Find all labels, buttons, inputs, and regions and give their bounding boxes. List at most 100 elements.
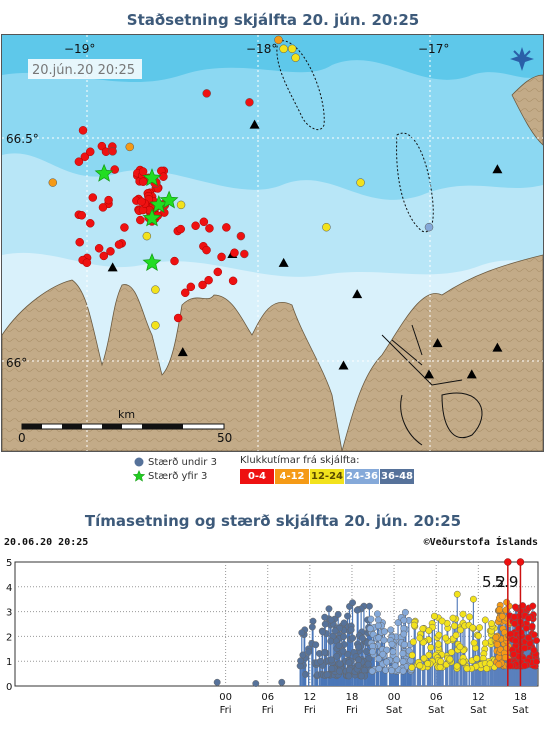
quake-dot[interactable] [170, 256, 179, 266]
event-point[interactable] [469, 595, 477, 603]
quake-dot[interactable] [291, 53, 300, 62]
event-point[interactable] [321, 620, 329, 628]
event-point[interactable] [463, 665, 471, 673]
event-point[interactable] [521, 644, 529, 652]
quake-dot[interactable] [202, 245, 211, 255]
quake-dot[interactable] [82, 258, 92, 268]
event-point[interactable] [399, 658, 407, 666]
event-point[interactable] [373, 610, 381, 618]
event-point[interactable] [526, 640, 534, 647]
event-point[interactable] [278, 678, 286, 686]
quake-dot[interactable] [245, 98, 254, 107]
event-point[interactable] [530, 631, 538, 639]
quake-dot[interactable] [191, 221, 200, 230]
event-point[interactable] [394, 619, 402, 627]
quake-dot[interactable] [198, 280, 207, 290]
event-point[interactable] [511, 620, 519, 628]
earthquake-map[interactable]: −19° −18° −17° 66.5° 66° 20.jún.20 20:25… [1, 34, 544, 452]
event-point[interactable] [419, 625, 427, 633]
event-point[interactable] [456, 643, 464, 651]
event-point[interactable] [345, 659, 353, 667]
event-point[interactable] [368, 667, 376, 675]
event-point[interactable] [475, 632, 482, 640]
event-point[interactable] [321, 613, 329, 621]
event-point[interactable] [533, 637, 541, 644]
event-point[interactable] [388, 667, 396, 675]
event-point[interactable] [345, 672, 353, 680]
quake-dot[interactable] [78, 126, 88, 135]
quake-dot[interactable] [136, 215, 145, 225]
event-point[interactable] [522, 624, 530, 632]
event-point[interactable] [416, 634, 424, 642]
quake-dot[interactable] [125, 142, 134, 152]
event-point[interactable] [457, 626, 464, 634]
event-point[interactable] [299, 651, 307, 659]
event-point[interactable] [302, 670, 310, 678]
quake-dot[interactable] [202, 89, 211, 98]
quake-dot[interactable] [186, 282, 196, 292]
quake-dot[interactable] [85, 147, 95, 157]
event-point[interactable] [424, 660, 432, 668]
event-point[interactable] [476, 624, 483, 632]
quake-dot[interactable] [120, 223, 129, 232]
quake-dot[interactable] [99, 251, 109, 261]
quake-dot[interactable] [176, 224, 185, 234]
event-point[interactable] [517, 629, 525, 637]
event-point[interactable] [434, 640, 442, 648]
quake-dot[interactable] [151, 321, 160, 330]
event-point[interactable] [213, 678, 221, 686]
event-point[interactable] [401, 608, 409, 616]
quake-dot[interactable] [217, 252, 226, 262]
event-point[interactable] [335, 667, 343, 675]
event-point[interactable] [486, 660, 494, 668]
event-point[interactable] [525, 634, 533, 642]
event-point[interactable] [533, 658, 540, 666]
event-point[interactable] [453, 590, 461, 598]
event-point[interactable] [325, 605, 333, 613]
event-point[interactable] [388, 640, 396, 648]
quake-dot[interactable] [142, 231, 152, 241]
quake-dot[interactable] [88, 193, 98, 202]
event-point[interactable] [466, 613, 474, 621]
event-point[interactable] [408, 664, 416, 671]
event-point[interactable] [481, 639, 489, 647]
quake-dot[interactable] [180, 288, 190, 298]
large-quake-star[interactable] [159, 190, 179, 209]
event-point[interactable] [335, 642, 343, 650]
quake-dot[interactable] [48, 178, 58, 187]
quake-dot[interactable] [356, 178, 365, 187]
event-point[interactable] [297, 657, 305, 665]
quake-dot[interactable] [114, 240, 124, 249]
event-point[interactable] [374, 622, 382, 630]
event-point[interactable] [436, 663, 444, 671]
event-point[interactable] [331, 627, 339, 635]
event-point[interactable] [381, 628, 388, 636]
event-point[interactable] [459, 610, 467, 618]
event-point[interactable] [452, 631, 460, 639]
event-point[interactable] [327, 616, 335, 624]
quake-dot[interactable] [75, 237, 84, 247]
large-quake-star[interactable] [94, 163, 114, 182]
event-point[interactable] [362, 648, 370, 655]
event-point[interactable] [529, 602, 537, 610]
event-point[interactable] [344, 612, 351, 620]
quake-dot[interactable] [104, 195, 113, 205]
event-point[interactable] [339, 647, 347, 655]
event-point[interactable] [323, 671, 331, 679]
quake-dot[interactable] [86, 219, 95, 228]
quake-dot[interactable] [228, 276, 238, 286]
major-event-point[interactable] [504, 558, 512, 566]
event-point[interactable] [393, 656, 401, 664]
event-point[interactable] [355, 643, 362, 651]
event-point[interactable] [349, 599, 356, 607]
event-point[interactable] [298, 629, 306, 637]
event-point[interactable] [430, 612, 438, 620]
quake-dot[interactable] [205, 224, 214, 233]
event-point[interactable] [512, 637, 520, 645]
event-point[interactable] [410, 621, 418, 629]
event-point[interactable] [360, 666, 368, 674]
event-point[interactable] [435, 631, 443, 639]
event-point[interactable] [374, 616, 382, 624]
event-point[interactable] [399, 650, 407, 658]
quake-dot[interactable] [240, 249, 249, 259]
